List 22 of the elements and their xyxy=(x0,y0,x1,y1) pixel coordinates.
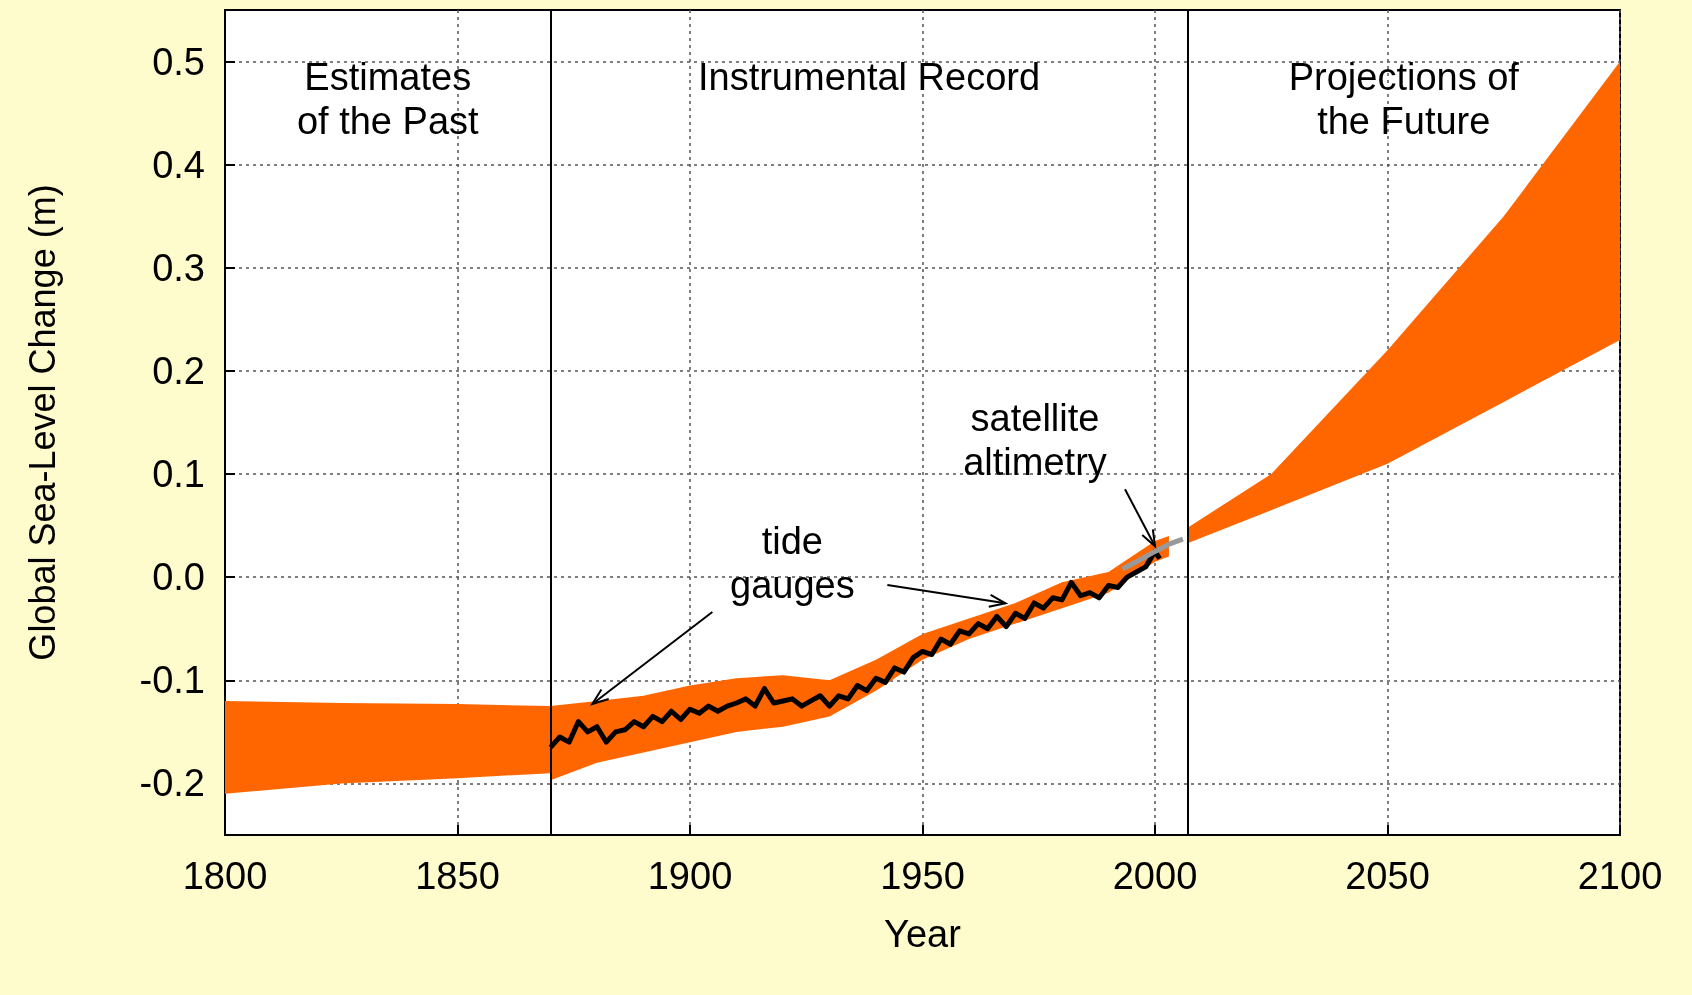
y-tick-label: -0.2 xyxy=(139,762,205,805)
annotation: tide gauges xyxy=(730,520,855,607)
y-tick-label: 0.1 xyxy=(152,453,205,496)
y-axis-title: Global Sea-Level Change (m) xyxy=(21,184,63,661)
x-tick-label: 1800 xyxy=(182,855,268,897)
annotation: satellite altimetry xyxy=(963,397,1107,484)
x-tick-label: 1850 xyxy=(415,855,500,897)
x-tick-label: 1900 xyxy=(647,855,733,897)
y-tick-label: 0.0 xyxy=(152,556,205,599)
x-axis-title: Year xyxy=(884,913,962,955)
y-tick-label: 0.3 xyxy=(152,246,205,289)
x-tick-label: 2100 xyxy=(1577,855,1663,897)
annotation: Estimates of the Past xyxy=(296,56,480,142)
y-tick-label: 0.5 xyxy=(152,40,205,83)
x-tick-label: 2000 xyxy=(1112,855,1198,897)
x-tick-label: 2050 xyxy=(1345,855,1430,897)
y-tick-label: -0.1 xyxy=(139,659,205,702)
y-tick-label: 0.4 xyxy=(152,143,205,186)
annotation: Instrumental Record xyxy=(697,56,1041,98)
y-tick-label: 0.2 xyxy=(152,349,205,392)
annotation: Projections of the Future xyxy=(1288,56,1520,142)
x-tick-label: 1950 xyxy=(880,855,965,897)
